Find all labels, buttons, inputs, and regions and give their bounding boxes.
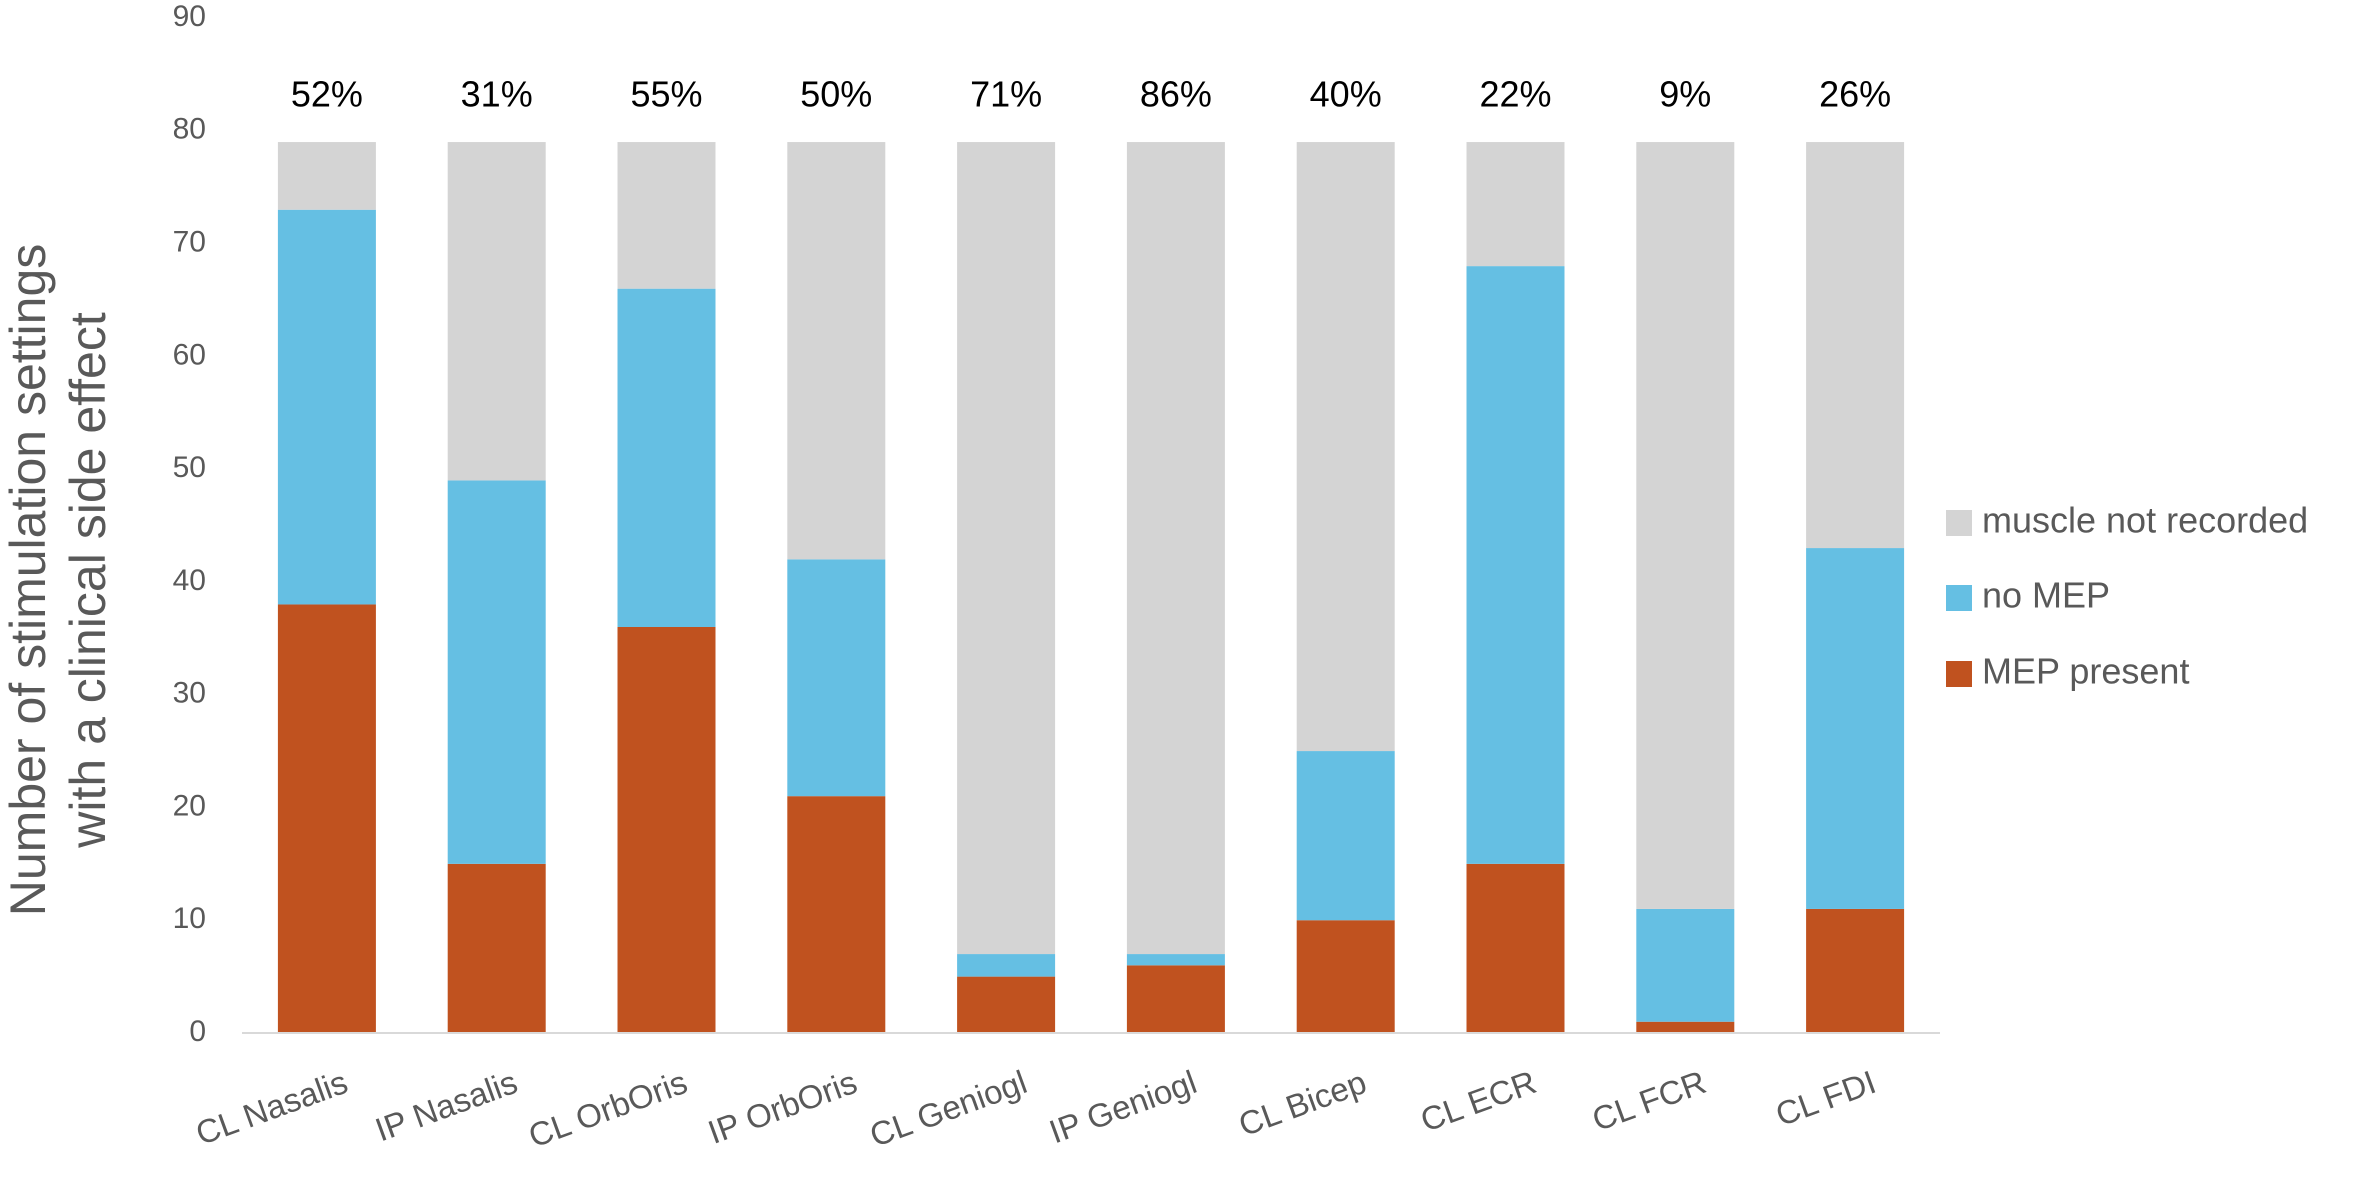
bar-segment	[1126, 142, 1225, 955]
bar-segment	[447, 480, 546, 864]
bar-segment	[277, 142, 376, 210]
bar-annotation: 52%	[291, 74, 363, 115]
bar-annotation: 86%	[1140, 74, 1212, 115]
bar-annotation: 71%	[970, 74, 1042, 115]
y-tick-label: 20	[173, 789, 206, 822]
legend-swatch	[1946, 510, 1972, 536]
y-tick-label: 80	[173, 113, 206, 146]
bar-annotation: 40%	[1310, 74, 1382, 115]
bar-segment	[787, 142, 886, 560]
bar-segment	[957, 142, 1056, 955]
bar-annotation: 22%	[1479, 74, 1551, 115]
bar-segment	[277, 604, 376, 1033]
y-axis-title: Number of stimulation settings with a cl…	[0, 244, 116, 917]
bar-segment	[1806, 908, 1905, 1033]
bar-segment	[1806, 548, 1905, 909]
x-tick-label: CL Geniogl	[865, 1063, 1032, 1154]
bar-segment	[1296, 920, 1395, 1033]
y-tick-label: 70	[173, 225, 206, 258]
y-tick-label: 50	[173, 451, 206, 484]
x-tick-label: IP Geniogl	[1044, 1063, 1201, 1150]
bar-segment	[277, 209, 376, 605]
bar-annotation: 9%	[1659, 74, 1711, 115]
bar-annotation: 50%	[800, 74, 872, 115]
legend-label: muscle not recorded	[1982, 500, 2308, 541]
bar-segment	[1636, 1021, 1735, 1033]
y-axis-title-line: Number of stimulation settings	[0, 244, 56, 917]
y-axis-title-line: with a clinical side effect	[60, 312, 116, 849]
x-tick-label: CL FCR	[1587, 1063, 1710, 1138]
legend-swatch	[1946, 661, 1972, 687]
y-tick-label: 90	[173, 0, 206, 33]
bar-segment	[787, 559, 886, 797]
bar-segment	[617, 288, 716, 627]
bar-segment	[617, 142, 716, 289]
x-tick-label: CL OrbOris	[524, 1063, 692, 1154]
x-tick-label: CL ECR	[1416, 1063, 1541, 1139]
legend-label: MEP present	[1982, 651, 2189, 692]
bar-segment	[1806, 142, 1905, 549]
bar-segment	[1296, 751, 1395, 921]
bar-segment	[447, 863, 546, 1033]
bar-annotation: 55%	[630, 74, 702, 115]
bar-segment	[1466, 142, 1565, 267]
bar-segment	[957, 976, 1056, 1033]
bar-annotation: 31%	[461, 74, 533, 115]
x-tick-label: IP OrbOris	[703, 1063, 862, 1151]
bar-segment	[1296, 142, 1395, 752]
y-tick-label: 60	[173, 338, 206, 371]
x-tick-label: IP Nasalis	[370, 1063, 522, 1148]
legend-swatch	[1946, 585, 1972, 611]
bar-segment	[1636, 142, 1735, 909]
bar-segment	[787, 796, 886, 1033]
bar-segment	[447, 142, 546, 481]
x-tick-label: CL Nasalis	[191, 1063, 352, 1152]
y-tick-label: 40	[173, 564, 206, 597]
bar-segment	[1636, 908, 1735, 1022]
x-tick-label: CL Bicep	[1234, 1063, 1371, 1143]
bar-segment	[617, 627, 716, 1033]
bar-segment	[1466, 266, 1565, 864]
y-tick-label: 10	[173, 902, 206, 935]
y-tick-label: 30	[173, 677, 206, 710]
y-tick-label: 0	[189, 1015, 206, 1048]
bar-segment	[1126, 954, 1225, 966]
bar-segment	[1466, 863, 1565, 1033]
bar-segment	[1126, 965, 1225, 1033]
x-tick-label: CL FDI	[1771, 1063, 1881, 1133]
legend-label: no MEP	[1982, 575, 2110, 616]
bar-segment	[957, 954, 1056, 977]
bar-annotation: 26%	[1819, 74, 1891, 115]
